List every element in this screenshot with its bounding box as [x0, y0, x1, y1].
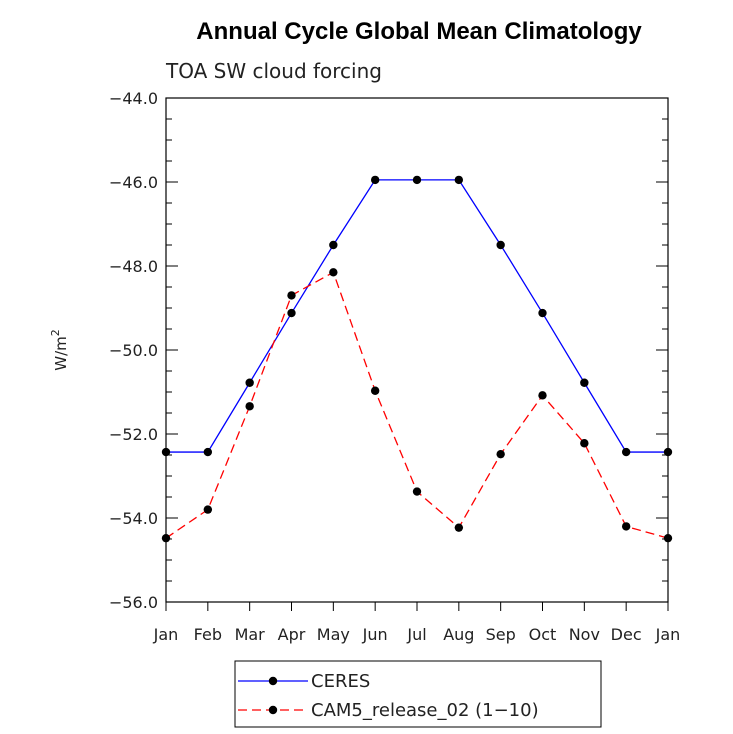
y-tick-label: −54.0 — [109, 509, 158, 528]
x-tick-label: Dec — [611, 625, 642, 644]
series-1 — [161, 175, 673, 457]
x-tick-label: Aug — [443, 625, 474, 644]
data-point — [412, 175, 422, 185]
data-point — [496, 449, 505, 459]
series-2 — [161, 268, 673, 543]
legend-marker — [268, 676, 278, 686]
legend-box — [234, 660, 602, 728]
plot-frame — [165, 97, 669, 603]
data-point — [370, 386, 380, 395]
x-tick-labels: Jan Feb Mar Apr May Jun Jul Aug Sep Oct Nov Dec Jan — [153, 625, 681, 644]
data-point — [287, 308, 296, 318]
legend-label: CERES — [311, 671, 370, 692]
data-point — [496, 240, 505, 250]
data-point — [412, 487, 422, 496]
data-point — [370, 175, 380, 185]
y-tick-label: −46.0 — [109, 173, 158, 192]
data-point — [621, 447, 631, 457]
y-tick-labels: −56.0 −54.0 −52.0 −50.0 −48.0 −46.0 −44.0 — [109, 89, 158, 612]
y-tick-label: −52.0 — [109, 425, 158, 444]
x-tick-label: Mar — [235, 625, 266, 644]
data-point — [203, 447, 213, 457]
x-tick-label: Apr — [278, 625, 306, 644]
data-point — [538, 391, 547, 400]
svg-text:W/m2: W/m2 — [49, 329, 70, 371]
data-point — [580, 439, 589, 448]
series-layer — [161, 175, 673, 543]
legend-marker — [268, 705, 278, 715]
y-tick-label: −48.0 — [109, 257, 158, 276]
x-tick-label: Jan — [655, 625, 681, 644]
y-axis-label-text: W/m — [52, 336, 70, 371]
series-line — [165, 271, 669, 539]
data-point — [329, 240, 338, 250]
data-point — [454, 175, 464, 185]
y-tick-label: −44.0 — [109, 89, 158, 108]
x-tick-label: Sep — [486, 625, 516, 644]
data-point — [245, 402, 254, 411]
chart-title: Annual Cycle Global Mean Climatology — [196, 18, 642, 45]
data-point — [203, 505, 213, 514]
x-tick-label: Jun — [362, 625, 388, 644]
x-tick-label: May — [317, 625, 350, 644]
data-point — [245, 378, 254, 387]
legend-label: CAM5_release_02 (1−10) — [311, 700, 539, 721]
y-tick-label: −50.0 — [109, 341, 158, 360]
y-axis-label-superscript: 2 — [49, 329, 62, 336]
x-tick-label: Jul — [406, 625, 426, 644]
data-point — [329, 268, 338, 277]
x-tick-label: Nov — [569, 625, 600, 644]
chart-subtitle: TOA SW cloud forcing — [165, 59, 382, 83]
axis-ticks — [165, 97, 669, 611]
x-tick-label: Jan — [153, 625, 179, 644]
y-axis-label: W/m2 — [49, 329, 70, 371]
y-tick-label: −56.0 — [109, 593, 158, 612]
x-tick-label: Oct — [529, 625, 557, 644]
legend: CERES CAM5_release_02 (1−10) — [234, 660, 602, 728]
data-point — [454, 523, 464, 532]
data-point — [287, 291, 296, 300]
data-point — [621, 522, 631, 531]
data-point — [538, 308, 547, 318]
data-point — [580, 378, 589, 387]
series-line — [166, 179, 668, 453]
x-tick-label: Feb — [194, 625, 222, 644]
